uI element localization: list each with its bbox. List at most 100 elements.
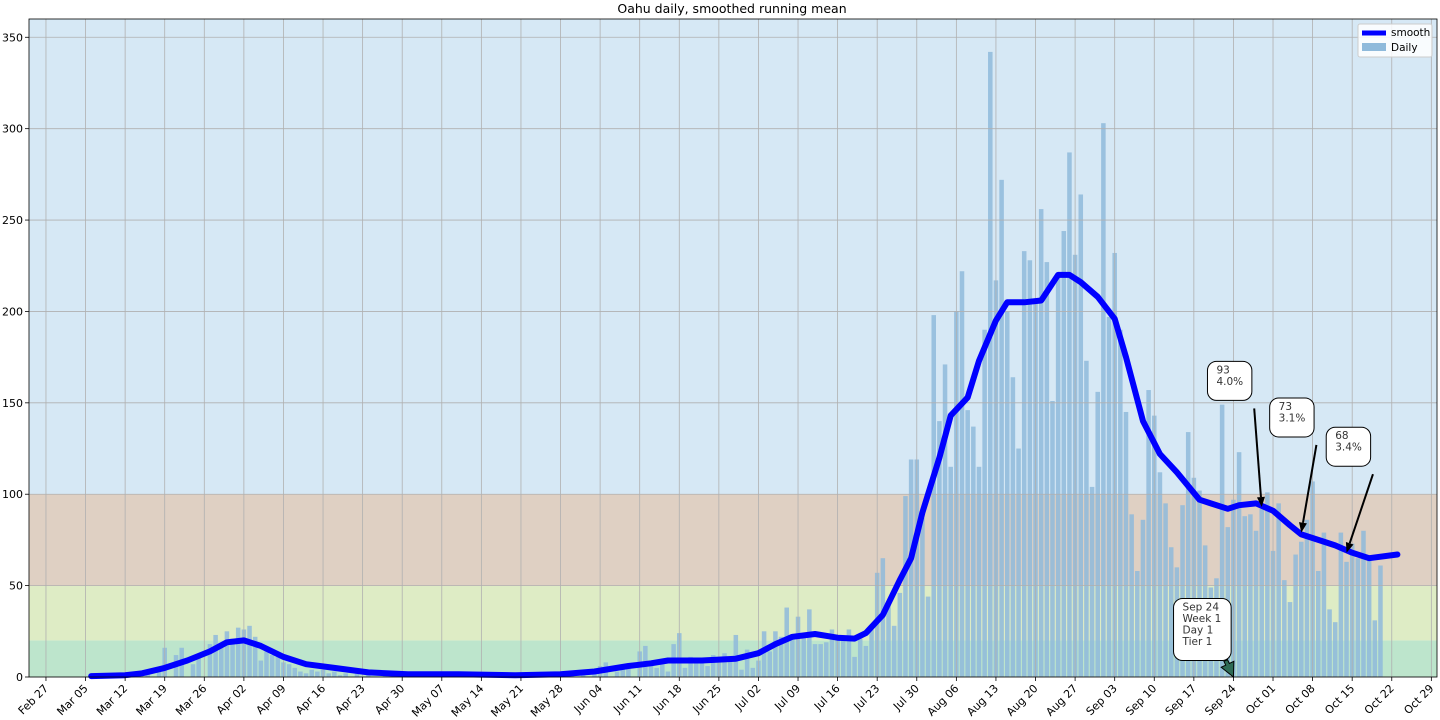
daily-bar bbox=[965, 410, 970, 677]
y-tick-label: 200 bbox=[2, 305, 23, 318]
daily-bar bbox=[614, 671, 620, 677]
daily-bar bbox=[1372, 620, 1378, 677]
daily-bar bbox=[326, 673, 331, 677]
annotation-arrow bbox=[1220, 658, 1235, 679]
daily-bar bbox=[744, 649, 750, 677]
daily-bar bbox=[812, 644, 818, 677]
daily-bar bbox=[1010, 377, 1016, 677]
daily-bar bbox=[1163, 503, 1168, 677]
daily-bar bbox=[931, 315, 937, 677]
y-tick-label: 100 bbox=[2, 488, 23, 501]
daily-bar bbox=[999, 179, 1004, 677]
annotation-box bbox=[1206, 360, 1253, 401]
annotation-text: Week 1 bbox=[1183, 613, 1222, 625]
legend-label-smooth: smooth bbox=[1391, 27, 1430, 39]
x-tick-label: Oct 08 bbox=[1283, 682, 1318, 717]
daily-bar bbox=[1146, 390, 1151, 677]
daily-bar bbox=[1044, 262, 1050, 677]
daily-bar bbox=[988, 51, 993, 677]
x-tick-label: Apr 23 bbox=[333, 682, 368, 717]
x-tick-label: Sep 10 bbox=[1123, 682, 1159, 718]
annotation-arrow bbox=[1348, 473, 1374, 544]
legend-swatch-daily bbox=[1362, 43, 1386, 51]
daily-bar bbox=[1084, 360, 1089, 677]
daily-bar bbox=[857, 638, 863, 677]
daily-bar bbox=[693, 662, 699, 677]
daily-bar bbox=[1197, 490, 1202, 677]
annotation-text: 4.0% bbox=[1216, 376, 1243, 388]
daily-bar bbox=[948, 466, 953, 677]
daily-bar bbox=[665, 671, 671, 677]
daily-bar bbox=[852, 656, 857, 677]
daily-bar bbox=[971, 426, 976, 677]
daily-bar bbox=[1050, 401, 1055, 677]
daily-bar bbox=[230, 638, 235, 677]
daily-bar bbox=[937, 421, 942, 677]
x-tick-label: Jul 09 bbox=[771, 682, 803, 714]
daily-bar bbox=[1344, 561, 1349, 677]
daily-bar bbox=[1168, 547, 1174, 677]
axes-frame bbox=[28, 18, 1438, 678]
daily-bar bbox=[1067, 152, 1072, 677]
x-tick-label: Sep 17 bbox=[1163, 682, 1199, 718]
daily-bar bbox=[224, 631, 230, 677]
daily-bar bbox=[1078, 194, 1084, 677]
x-tick-label: Aug 20 bbox=[1004, 682, 1041, 719]
daily-bar bbox=[705, 666, 710, 677]
annotation-box bbox=[1173, 597, 1232, 661]
annotation-arrow-head bbox=[1299, 522, 1307, 533]
daily-bar bbox=[1327, 609, 1332, 677]
daily-bar bbox=[767, 651, 773, 677]
daily-bar bbox=[1248, 514, 1253, 677]
daily-bar bbox=[343, 673, 348, 677]
daily-bar bbox=[1361, 530, 1366, 677]
daily-bar bbox=[264, 651, 269, 677]
daily-bar bbox=[863, 645, 869, 677]
daily-bar bbox=[897, 592, 903, 677]
annotation-text: Sep 24 bbox=[1183, 601, 1220, 613]
daily-bar bbox=[1129, 514, 1134, 677]
daily-bar bbox=[309, 669, 314, 677]
daily-bar bbox=[303, 673, 309, 677]
daily-bar bbox=[1332, 622, 1338, 677]
daily-bar bbox=[1118, 329, 1123, 677]
daily-bar bbox=[750, 667, 756, 677]
daily-bar bbox=[298, 671, 303, 677]
daily-bar bbox=[247, 625, 252, 677]
annotation-text: 3.4% bbox=[1335, 442, 1362, 454]
daily-bar bbox=[1027, 260, 1033, 677]
x-tick-label: Jul 16 bbox=[811, 682, 843, 714]
daily-bar bbox=[1219, 404, 1225, 677]
daily-bar bbox=[354, 673, 360, 677]
daily-bar bbox=[366, 675, 371, 677]
x-tick-label: Apr 09 bbox=[254, 682, 289, 717]
daily-bar bbox=[1123, 411, 1129, 677]
daily-bar bbox=[337, 675, 343, 677]
x-tick-label: Aug 13 bbox=[964, 682, 1001, 719]
annotation-text: 3.1% bbox=[1279, 412, 1306, 424]
daily-bar bbox=[1253, 530, 1259, 677]
y-tick-label: 0 bbox=[16, 671, 23, 684]
x-tick-label: Oct 01 bbox=[1243, 682, 1278, 717]
daily-bar bbox=[710, 655, 716, 677]
daily-bar bbox=[790, 636, 795, 677]
daily-bar bbox=[1140, 519, 1146, 677]
daily-bar bbox=[218, 645, 224, 677]
daily-bar bbox=[286, 664, 292, 677]
daily-bar bbox=[1276, 503, 1281, 677]
annotation-text: 93 bbox=[1216, 364, 1229, 376]
annotation-arrow bbox=[1302, 444, 1318, 523]
annotation-arrow-head bbox=[1256, 496, 1265, 508]
daily-bar bbox=[1055, 274, 1061, 677]
daily-bar bbox=[1299, 541, 1304, 677]
daily-bar bbox=[1101, 123, 1106, 677]
daily-bar bbox=[1304, 519, 1310, 677]
daily-bar bbox=[275, 656, 281, 677]
daily-bar bbox=[1366, 556, 1372, 677]
daily-bar bbox=[920, 517, 925, 677]
x-tick-label: Oct 22 bbox=[1362, 682, 1397, 717]
daily-bar bbox=[891, 625, 897, 677]
daily-bar bbox=[761, 631, 767, 677]
daily-bar bbox=[1106, 316, 1112, 677]
daily-bar bbox=[1021, 251, 1027, 677]
